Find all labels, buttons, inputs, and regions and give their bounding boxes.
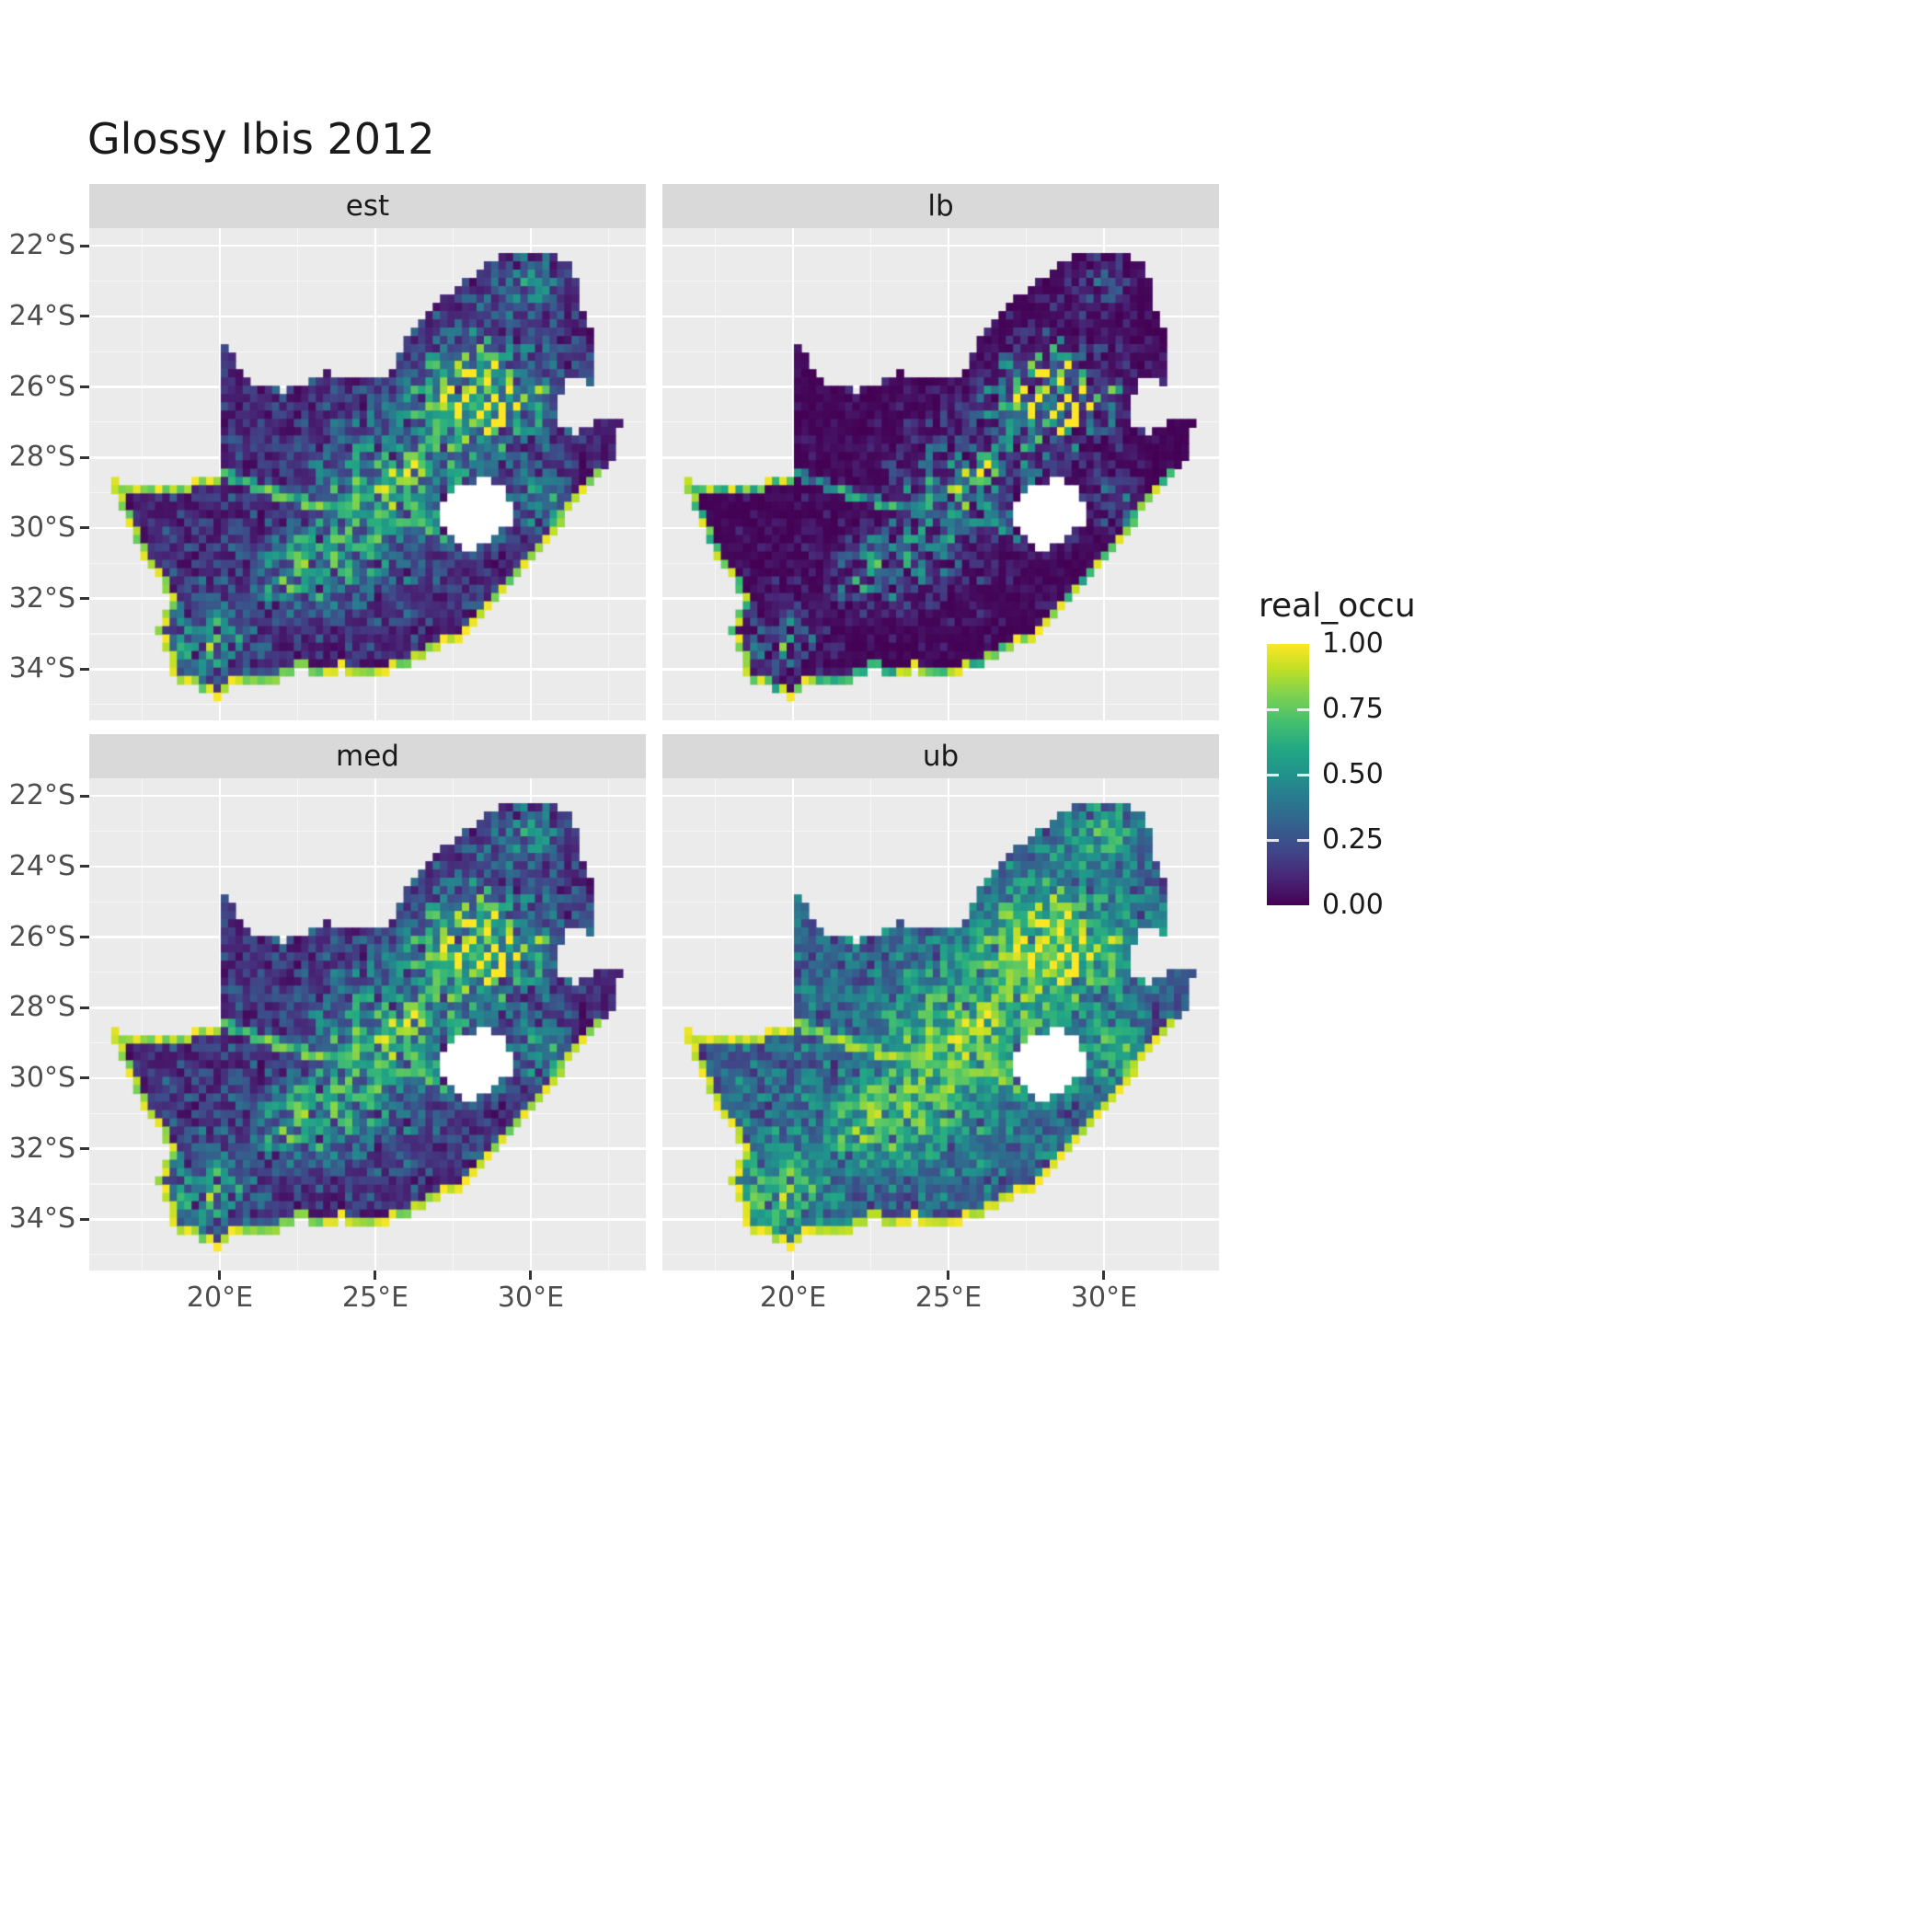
y-axis-tick-mark (80, 315, 89, 317)
legend-tick-mark (1267, 839, 1279, 842)
x-axis-tick-mark (947, 1271, 949, 1280)
y-axis-tick-mark (80, 456, 89, 459)
y-axis-tick-label: 22°S (8, 229, 75, 261)
facet-panel-est (89, 228, 646, 720)
y-axis-tick-mark (80, 526, 89, 529)
plot-title: Glossy Ibis 2012 (87, 114, 435, 164)
legend-tick-label: 0.00 (1322, 889, 1384, 921)
facet-panel-med (89, 778, 646, 1271)
y-axis-tick-label: 26°S (8, 371, 75, 403)
x-axis-tick-mark (1102, 1271, 1105, 1280)
y-axis-tick-label: 30°S (8, 512, 75, 544)
facet-panel-lb (662, 228, 1219, 720)
legend-tick-mark (1267, 774, 1279, 776)
y-axis-tick-mark (80, 668, 89, 671)
map-canvas-med (89, 778, 646, 1271)
x-axis-tick-label: 20°E (759, 1282, 827, 1314)
x-axis-tick-mark (374, 1271, 376, 1280)
y-axis-tick-label: 32°S (8, 582, 75, 615)
y-axis-tick-mark (80, 1218, 89, 1221)
x-axis-tick-mark (791, 1271, 794, 1280)
y-axis-tick-mark (80, 936, 89, 938)
y-axis-tick-label: 32°S (8, 1133, 75, 1165)
x-axis-tick-label: 20°E (186, 1282, 254, 1314)
y-axis-tick-mark (80, 385, 89, 388)
facet-label-lb: lb (927, 190, 954, 223)
facet-strip-ub: ub (662, 734, 1219, 778)
y-axis-tick-label: 24°S (8, 850, 75, 882)
legend-tick-mark (1297, 774, 1309, 776)
facet-strip-est: est (89, 184, 646, 228)
x-axis-tick-mark (218, 1271, 221, 1280)
y-axis-tick-label: 24°S (8, 300, 75, 332)
map-canvas-lb (662, 228, 1219, 720)
y-axis-tick-mark (80, 1147, 89, 1150)
y-axis-tick-mark (80, 597, 89, 600)
map-canvas-est (89, 228, 646, 720)
facet-strip-lb: lb (662, 184, 1219, 228)
y-axis-tick-label: 22°S (8, 779, 75, 811)
facet-panel-ub (662, 778, 1219, 1271)
y-axis-tick-label: 34°S (8, 1202, 75, 1235)
legend-tick-mark (1267, 708, 1279, 711)
legend-title: real_occu (1259, 587, 1416, 625)
y-axis-tick-mark (80, 865, 89, 868)
y-axis-tick-label: 34°S (8, 652, 75, 684)
x-axis-tick-label: 25°E (914, 1282, 983, 1314)
legend-tick-label: 0.25 (1322, 823, 1384, 856)
legend-tick-label: 1.00 (1322, 627, 1384, 660)
x-axis-tick-label: 25°E (341, 1282, 409, 1314)
facet-label-med: med (336, 740, 399, 773)
legend-tick-label: 0.75 (1322, 693, 1384, 725)
facet-label-ub: ub (922, 740, 960, 773)
facet-label-est: est (345, 190, 390, 223)
x-axis-tick-mark (529, 1271, 532, 1280)
facet-strip-med: med (89, 734, 646, 778)
y-axis-tick-mark (80, 795, 89, 798)
map-canvas-ub (662, 778, 1219, 1271)
y-axis-tick-mark (80, 1076, 89, 1079)
y-axis-tick-label: 28°S (8, 441, 75, 473)
x-axis-tick-label: 30°E (1070, 1282, 1138, 1314)
y-axis-tick-label: 28°S (8, 991, 75, 1023)
y-axis-tick-label: 30°S (8, 1062, 75, 1094)
legend-tick-mark (1297, 839, 1309, 842)
legend-tick-mark (1297, 708, 1309, 711)
x-axis-tick-label: 30°E (497, 1282, 565, 1314)
y-axis-tick-mark (80, 1006, 89, 1009)
legend-tick-label: 0.50 (1322, 758, 1384, 790)
y-axis-tick-label: 26°S (8, 921, 75, 953)
y-axis-tick-mark (80, 245, 89, 247)
